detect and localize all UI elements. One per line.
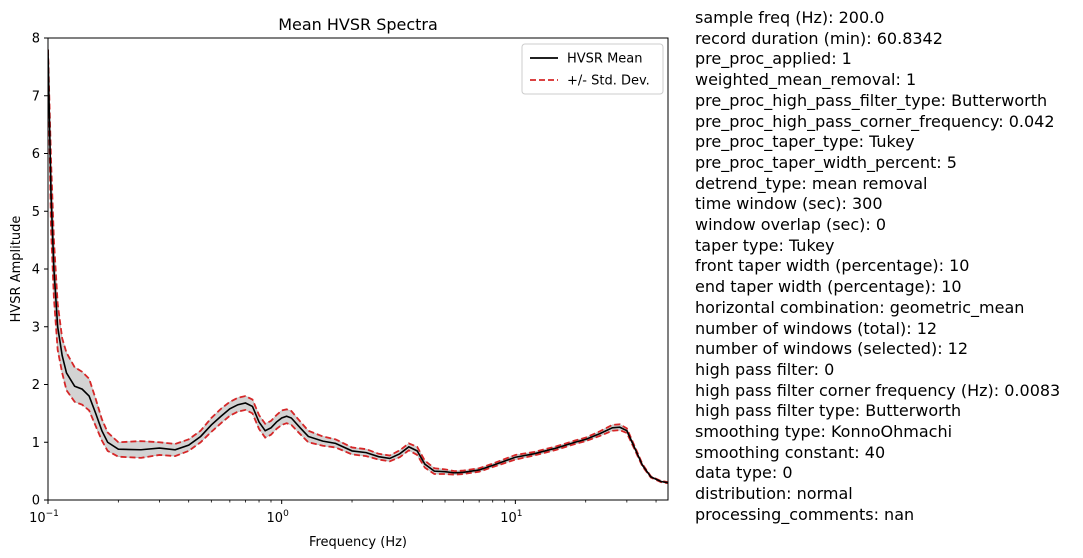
metadata-line: front taper width (percentage): 10 [695,256,970,276]
x-tick-label: 10−1 [29,509,59,526]
metadata-line: distribution: normal [695,484,853,504]
metadata-line: processing_comments: nan [695,504,915,524]
y-tick-label: 5 [32,205,40,220]
plot-layer: 0 1 2 3 4 5 6 7 8 10−1 100 101 HVSR Mean +/- Std. Dev… [29,32,669,526]
metadata-line: weighted_mean_removal: 1 [695,70,917,90]
mean-line [48,49,668,484]
metadata-line: time window (sec): 300 [695,194,883,214]
metadata-line: taper type: Tukey [695,235,835,255]
std-band [48,49,668,484]
metadata-line: pre_proc_taper_type: Tukey [695,132,915,152]
metadata-line: record duration (min): 60.8342 [695,28,943,48]
metadata-line: high pass filter corner frequency (Hz): … [695,380,1061,400]
metadata-line: pre_proc_taper_width_percent: 5 [695,152,957,172]
y-tick-label: 0 [32,494,40,509]
metadata-line: number of windows (selected): 12 [695,339,969,359]
legend-label: HVSR Mean [567,52,643,67]
metadata-line: high pass filter: 0 [695,359,835,379]
y-tick-label: 2 [32,378,40,393]
metadata-line: high pass filter type: Butterworth [695,401,962,421]
metadata-line: pre_proc_high_pass_filter_type: Butterwo… [695,90,1048,110]
metadata-line: pre_proc_high_pass_corner_frequency: 0.0… [695,111,1055,131]
metadata-line: sample freq (Hz): 200.0 [695,8,885,27]
y-tick-label: 3 [32,320,40,335]
metadata-line: data type: 0 [695,463,793,483]
x-tick-label: 101 [500,509,522,526]
y-tick-label: 4 [32,263,40,278]
chart-title: Mean HVSR Spectra [278,15,438,34]
metadata-line: smoothing type: KonnoOhmachi [695,422,953,442]
metadata-line: end taper width (percentage): 10 [695,277,962,297]
metadata-line: detrend_type: mean removal [695,173,928,193]
std-upper-line [48,49,668,483]
y-tick-label: 1 [32,436,40,451]
x-axis-label: Frequency (Hz) [309,535,407,550]
metadata-line: horizontal combination: geometric_mean [695,297,1025,317]
x-tick-label: 100 [267,509,290,526]
metadata-panel: sample freq (Hz): 200.0 record duration (… [695,8,1060,526]
y-axis-label: HVSR Amplitude [9,216,24,323]
y-tick-label: 6 [32,147,40,162]
metadata-line: pre_proc_applied: 1 [695,49,852,69]
plot-frame [47,37,669,501]
legend-label: +/- Std. Dev. [567,74,650,89]
std-lower-line [48,49,668,485]
y-tick-label: 7 [32,89,40,104]
metadata-line: smoothing constant: 40 [695,442,886,462]
hvsr-chart: 0 1 2 3 4 5 6 7 8 10−1 100 101 HVSR Mean +/- Std. Dev… [9,15,669,550]
metadata-line: window overlap (sec): 0 [695,215,887,235]
legend-box [521,43,664,95]
metadata-line: number of windows (total): 12 [695,318,938,338]
y-tick-label: 8 [32,32,40,47]
